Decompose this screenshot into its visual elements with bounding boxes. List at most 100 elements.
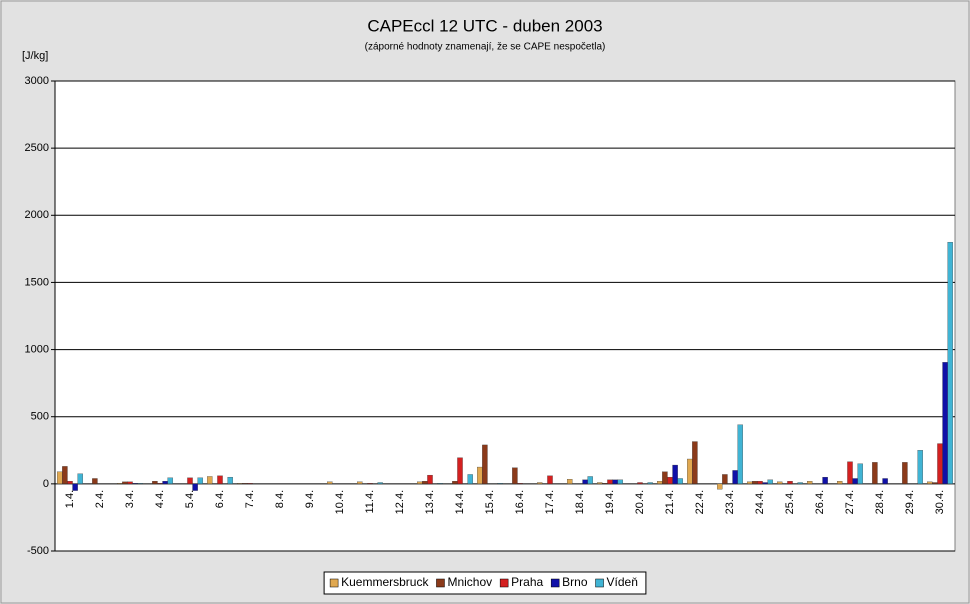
bar: [602, 483, 608, 485]
bar: [662, 471, 668, 485]
bar: [367, 483, 373, 485]
bar: [687, 458, 693, 485]
bar: [417, 481, 423, 485]
bar: [762, 482, 768, 485]
bar: [692, 441, 698, 485]
bar: [157, 483, 163, 485]
bar: [882, 478, 888, 485]
bar: [737, 424, 743, 485]
bar: [72, 483, 78, 491]
bar: [837, 481, 843, 485]
y-tick-label: 500: [31, 411, 49, 423]
bar: [787, 481, 793, 485]
bar: [227, 476, 233, 485]
bar: [452, 481, 458, 485]
x-tick-label: 12.4.: [394, 490, 406, 514]
y-tick-label: 1000: [25, 343, 49, 355]
bar: [932, 482, 938, 485]
x-tick-label: 23.4.: [724, 490, 736, 514]
x-tick-label: 27.4.: [844, 490, 856, 514]
y-tick-label: 2500: [25, 142, 49, 154]
x-tick-label: 8.4.: [274, 490, 286, 508]
bar: [767, 479, 773, 485]
x-tick-label: 16.4.: [514, 490, 526, 514]
bar: [92, 478, 98, 485]
legend-label: Praha: [511, 575, 543, 589]
y-axis-label: [J/kg]: [22, 50, 48, 62]
x-tick-label: 22.4.: [694, 490, 706, 514]
bar: [617, 479, 623, 485]
bar: [822, 476, 828, 485]
bar: [777, 481, 783, 485]
legend-label: Vídeň: [607, 575, 638, 589]
plot-area: [54, 80, 956, 552]
bar: [377, 482, 383, 485]
legend-swatch: [436, 578, 445, 588]
bar: [122, 481, 128, 485]
bar: [612, 479, 618, 485]
bar: [587, 476, 593, 485]
x-tick-label: 11.4.: [364, 490, 376, 514]
bar: [567, 479, 573, 485]
bar: [947, 241, 953, 485]
bar: [797, 482, 803, 485]
bar: [717, 483, 723, 490]
x-tick-label: 10.4.: [334, 490, 346, 514]
bar: [517, 483, 523, 485]
legend-swatch: [329, 578, 339, 588]
x-tick-label: 24.4.: [754, 490, 766, 514]
legend-swatch: [499, 578, 509, 588]
y-tick-label: 3000: [25, 75, 49, 87]
chart-title: CAPEccl 12 UTC - duben 2003: [367, 16, 602, 35]
bar: [607, 479, 613, 485]
bar: [847, 461, 853, 485]
bar: [722, 474, 728, 485]
bar: [437, 483, 443, 485]
bar: [167, 477, 173, 485]
y-tick-label: 1500: [25, 276, 49, 288]
bar: [582, 479, 588, 485]
bar: [67, 481, 73, 485]
bar: [467, 474, 473, 485]
bar: [942, 362, 948, 485]
legend-label: Brno: [562, 575, 588, 589]
bar: [872, 462, 878, 485]
x-tick-label: 17.4.: [544, 490, 556, 514]
bar: [917, 450, 923, 485]
x-tick-label: 14.4.: [454, 490, 466, 514]
x-tick-label: 26.4.: [814, 490, 826, 514]
bar: [132, 483, 138, 485]
x-tick-label: 5.4.: [184, 490, 196, 508]
x-tick-label: 15.4.: [484, 490, 496, 514]
bar: [237, 483, 243, 485]
y-tick-label: 0: [43, 478, 49, 490]
chart-subtitle: (záporné hodnoty znamenají, že se CAPE n…: [365, 42, 606, 53]
bar: [672, 464, 678, 485]
bar: [207, 476, 213, 485]
bar: [152, 481, 158, 485]
bar: [477, 466, 483, 485]
y-tick-label: 2000: [25, 209, 49, 221]
bar: [187, 477, 193, 485]
bar: [597, 482, 603, 485]
x-tick-label: 30.4.: [934, 490, 946, 514]
bar: [357, 481, 363, 485]
bar: [512, 467, 518, 485]
legend-box: [323, 571, 647, 595]
bar: [427, 474, 433, 485]
bar: [637, 482, 643, 485]
x-tick-label: 28.4.: [874, 490, 886, 514]
bar: [852, 478, 858, 485]
y-tick-label: -500: [27, 545, 49, 557]
x-tick-label: 2.4.: [94, 490, 106, 508]
bar: [137, 483, 143, 485]
bar: [197, 477, 203, 485]
legend-swatch: [550, 578, 560, 588]
bar: [217, 475, 223, 485]
bar: [927, 481, 933, 485]
bar: [62, 466, 68, 485]
x-tick-label: 20.4.: [634, 490, 646, 514]
bar: [192, 483, 198, 491]
bar: [647, 482, 653, 485]
legend: Kuemmersbruck Mnichov Praha Brno Vídeň: [323, 571, 647, 595]
